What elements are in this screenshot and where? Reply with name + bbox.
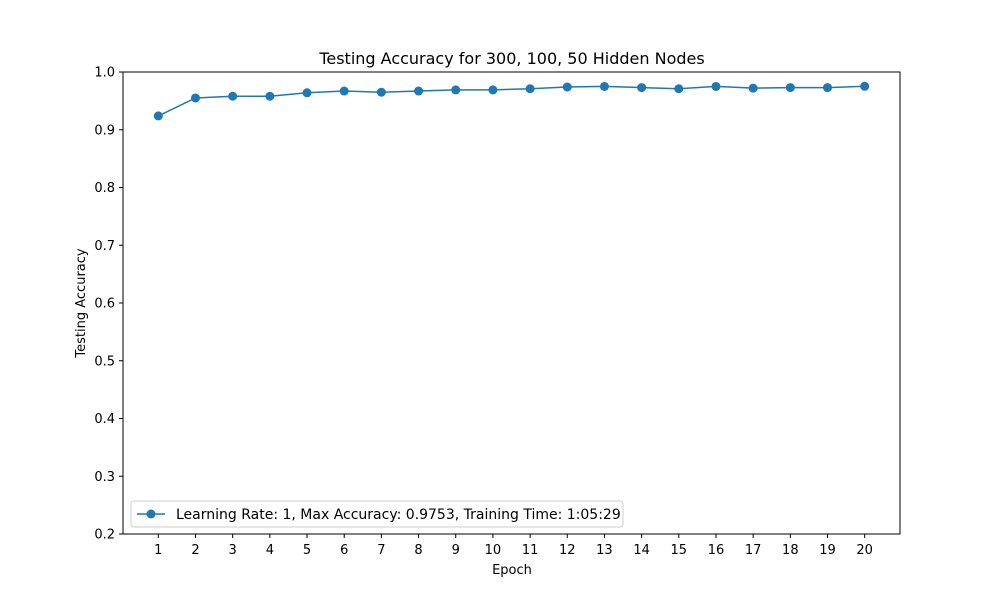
data-point: [190, 93, 200, 103]
data-point: [711, 81, 721, 91]
data-point: [265, 91, 275, 101]
data-point: [748, 83, 758, 93]
x-tick-label: 4: [266, 543, 274, 558]
x-tick-label: 12: [559, 543, 576, 558]
data-point: [525, 84, 535, 94]
x-tick-label: 19: [819, 543, 836, 558]
plot-frame: [122, 71, 901, 535]
x-tick-label: 11: [522, 543, 539, 558]
y-tick-label: 0.5: [94, 354, 115, 369]
x-tick-label: 15: [671, 543, 688, 558]
data-point: [599, 81, 609, 91]
data-point: [376, 87, 386, 97]
x-tick-label: 2: [191, 543, 199, 558]
data-point: [339, 86, 349, 96]
data-point: [674, 84, 684, 94]
data-point: [637, 83, 647, 93]
series-line: [157, 85, 865, 117]
y-tick-label: 0.2: [94, 528, 115, 543]
y-tick-label: 1.0: [94, 66, 115, 81]
chart-title: Testing Accuracy for 300, 100, 50 Hidden…: [318, 49, 704, 68]
x-tick-label: 18: [782, 543, 799, 558]
x-tick-label: 13: [596, 543, 613, 558]
data-point: [302, 88, 312, 98]
x-tick-label: 16: [708, 543, 725, 558]
y-tick-label: 0.9: [94, 123, 115, 138]
x-tick-label: 20: [856, 543, 873, 558]
y-tick-label: 0.4: [94, 412, 115, 427]
y-tick-label: 0.7: [94, 239, 115, 254]
x-tick-label: 10: [485, 543, 502, 558]
legend-entry-label: Learning Rate: 1, Max Accuracy: 0.9753, …: [176, 507, 621, 523]
x-tick-label: 7: [377, 543, 385, 558]
y-tick-label: 0.6: [94, 297, 115, 312]
legend-marker-sample: [146, 509, 156, 519]
data-point: [488, 85, 498, 95]
data-point: [785, 83, 795, 93]
x-tick-label: 3: [229, 543, 237, 558]
x-axis-ticks: 1 2 3 4 5 6 7 8 9 10 11 12 13 14 15 16 17 18 19 20: [154, 534, 873, 558]
data-point: [451, 85, 461, 95]
data-point: [860, 81, 870, 91]
data-point: [153, 111, 163, 121]
y-axis-label: Testing Accuracy: [74, 248, 89, 358]
data-point: [414, 86, 424, 96]
x-tick-label: 6: [340, 543, 348, 558]
data-point: [228, 91, 238, 101]
y-axis-ticks: 0.2 0.3 0.4 0.5 0.6 0.7 0.8 0.9 1.0: [94, 66, 123, 543]
y-tick-label: 0.8: [94, 181, 115, 196]
x-tick-label: 5: [303, 543, 311, 558]
data-point: [823, 83, 833, 93]
series-layer: [153, 81, 870, 121]
x-tick-label: 14: [633, 543, 650, 558]
data-point: [562, 82, 572, 92]
x-tick-label: 1: [154, 543, 162, 558]
x-axis-label: Epoch: [492, 563, 532, 578]
y-tick-label: 0.3: [94, 470, 115, 485]
x-tick-label: 9: [452, 543, 460, 558]
x-tick-label: 17: [745, 543, 762, 558]
legend: Learning Rate: 1, Max Accuracy: 0.9753, …: [130, 500, 624, 528]
x-tick-label: 8: [414, 543, 422, 558]
legend-box: [130, 500, 624, 528]
